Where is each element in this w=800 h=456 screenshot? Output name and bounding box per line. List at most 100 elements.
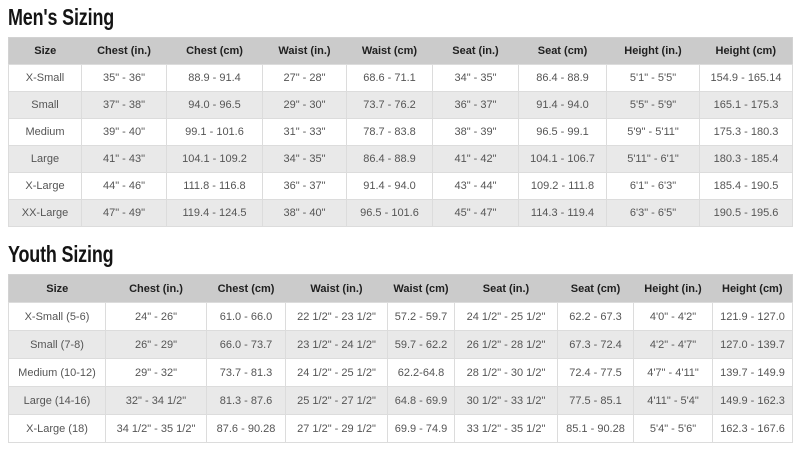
table-cell: 149.9 - 162.3 <box>712 386 793 415</box>
table-cell: 88.9 - 91.4 <box>166 64 263 92</box>
size-cell: X-Small <box>8 64 82 92</box>
table-cell: 29" - 32" <box>105 358 207 387</box>
mens-sizing-title: Men's Sizing <box>8 5 800 30</box>
table-row: XX-Large 47" - 49" 119.4 - 124.5 38" - 40" 9… <box>8 199 793 227</box>
table-cell: 47" - 49" <box>81 199 167 227</box>
table-cell: 33 1/2" - 35 1/2" <box>454 414 558 443</box>
table-cell: 73.7 - 81.3 <box>206 358 286 387</box>
size-cell: X-Large <box>8 172 82 200</box>
table-cell: 34" - 35" <box>432 64 519 92</box>
mens-sizing-title-text: Men's Sizing <box>8 4 115 30</box>
mens-sizing-table: Size Chest (in.) Chest (cm) Waist (in.) Wais… <box>8 37 793 227</box>
table-cell: 4'7" - 4'11" <box>633 358 713 387</box>
table-row: Small 37" - 38" 94.0 - 96.5 29" - 30" 73.7 -… <box>8 91 793 119</box>
column-header: Chest (cm) <box>206 274 286 303</box>
table-cell: 35" - 36" <box>81 64 167 92</box>
table-cell: 62.2 - 67.3 <box>557 302 634 331</box>
table-cell: 78.7 - 83.8 <box>346 118 433 146</box>
table-cell: 4'11" - 5'4" <box>633 386 713 415</box>
column-header: Height (cm) <box>699 37 793 65</box>
table-cell: 175.3 - 180.3 <box>699 118 793 146</box>
size-cell: X-Large (18) <box>8 414 106 443</box>
table-cell: 36" - 37" <box>432 91 519 119</box>
table-row: X-Small (5-6) 24" - 26" 61.0 - 66.0 22 1/2"… <box>8 302 793 331</box>
sizing-page: Men's Sizing Size Chest (in.) Chest (cm) Wa… <box>0 5 800 443</box>
table-cell: 119.4 - 124.5 <box>166 199 263 227</box>
table-cell: 77.5 - 85.1 <box>557 386 634 415</box>
table-cell: 5'9" - 5'11" <box>606 118 700 146</box>
table-row: X-Large 44" - 46" 111.8 - 116.8 36" - 37" 91… <box>8 172 793 200</box>
table-cell: 57.2 - 59.7 <box>387 302 455 331</box>
table-cell: 31" - 33" <box>262 118 347 146</box>
table-cell: 85.1 - 90.28 <box>557 414 634 443</box>
table-cell: 62.2-64.8 <box>387 358 455 387</box>
column-header: Height (cm) <box>712 274 793 303</box>
youth-sizing-table: Size Chest (in.) Chest (cm) Waist (in.) Wais… <box>8 274 793 443</box>
table-row: X-Large (18) 34 1/2" - 35 1/2" 87.6 - 90.2… <box>8 414 793 443</box>
table-cell: 72.4 - 77.5 <box>557 358 634 387</box>
table-cell: 28 1/2" - 30 1/2" <box>454 358 558 387</box>
table-cell: 37" - 38" <box>81 91 167 119</box>
table-cell: 43" - 44" <box>432 172 519 200</box>
table-cell: 23 1/2" - 24 1/2" <box>285 330 388 359</box>
table-cell: 44" - 46" <box>81 172 167 200</box>
table-cell: 111.8 - 116.8 <box>166 172 263 200</box>
column-header: Seat (in.) <box>454 274 558 303</box>
size-cell: Medium (10-12) <box>8 358 106 387</box>
table-row: Medium (10-12) 29" - 32" 73.7 - 81.3 24 1/2… <box>8 358 793 387</box>
table-cell: 162.3 - 167.6 <box>712 414 793 443</box>
column-header: Chest (in.) <box>105 274 207 303</box>
table-row: Medium 39" - 40" 99.1 - 101.6 31" - 33" 78.7… <box>8 118 793 146</box>
size-cell: Medium <box>8 118 82 146</box>
table-cell: 69.9 - 74.9 <box>387 414 455 443</box>
table-cell: 81.3 - 87.6 <box>206 386 286 415</box>
table-row: Large 41" - 43" 104.1 - 109.2 34" - 35" 86.4… <box>8 145 793 173</box>
table-cell: 94.0 - 96.5 <box>166 91 263 119</box>
column-header: Seat (in.) <box>432 37 519 65</box>
table-row: Small (7-8) 26" - 29" 66.0 - 73.7 23 1/2" -… <box>8 330 793 359</box>
table-row: X-Small 35" - 36" 88.9 - 91.4 27" - 28" 68.6… <box>8 64 793 92</box>
table-cell: 24" - 26" <box>105 302 207 331</box>
mens-sizing-section: Men's Sizing Size Chest (in.) Chest (cm) Wa… <box>0 5 800 227</box>
table-cell: 6'1" - 6'3" <box>606 172 700 200</box>
table-cell: 104.1 - 109.2 <box>166 145 263 173</box>
youth-sizing-title-text: Youth Sizing <box>8 241 114 267</box>
table-cell: 154.9 - 165.14 <box>699 64 793 92</box>
column-header: Waist (in.) <box>285 274 388 303</box>
column-header: Height (in.) <box>606 37 700 65</box>
column-header: Waist (cm) <box>387 274 455 303</box>
table-cell: 127.0 - 139.7 <box>712 330 793 359</box>
table-cell: 39" - 40" <box>81 118 167 146</box>
youth-sizing-section: Youth Sizing Size Chest (in.) Chest (cm) Wa… <box>0 242 800 443</box>
table-cell: 121.9 - 127.0 <box>712 302 793 331</box>
table-cell: 38" - 40" <box>262 199 347 227</box>
table-cell: 190.5 - 195.6 <box>699 199 793 227</box>
table-cell: 27 1/2" - 29 1/2" <box>285 414 388 443</box>
size-cell: X-Small (5-6) <box>8 302 106 331</box>
size-cell: Large (14-16) <box>8 386 106 415</box>
table-cell: 139.7 - 149.9 <box>712 358 793 387</box>
table-cell: 22 1/2" - 23 1/2" <box>285 302 388 331</box>
table-cell: 5'1" - 5'5" <box>606 64 700 92</box>
table-cell: 59.7 - 62.2 <box>387 330 455 359</box>
column-header: Size <box>8 274 106 303</box>
size-cell: XX-Large <box>8 199 82 227</box>
table-cell: 5'11" - 6'1" <box>606 145 700 173</box>
youth-sizing-title: Youth Sizing <box>8 242 800 267</box>
column-header: Waist (in.) <box>262 37 347 65</box>
table-cell: 26" - 29" <box>105 330 207 359</box>
table-cell: 66.0 - 73.7 <box>206 330 286 359</box>
table-cell: 32" - 34 1/2" <box>105 386 207 415</box>
table-cell: 5'5" - 5'9" <box>606 91 700 119</box>
table-cell: 38" - 39" <box>432 118 519 146</box>
table-cell: 29" - 30" <box>262 91 347 119</box>
header-row: Size Chest (in.) Chest (cm) Waist (in.) Wais… <box>8 274 793 303</box>
table-cell: 30 1/2" - 33 1/2" <box>454 386 558 415</box>
table-cell: 24 1/2" - 25 1/2" <box>454 302 558 331</box>
column-header: Chest (cm) <box>166 37 263 65</box>
table-cell: 24 1/2" - 25 1/2" <box>285 358 388 387</box>
column-header: Size <box>8 37 82 65</box>
table-cell: 109.2 - 111.8 <box>518 172 607 200</box>
table-cell: 64.8 - 69.9 <box>387 386 455 415</box>
table-cell: 99.1 - 101.6 <box>166 118 263 146</box>
